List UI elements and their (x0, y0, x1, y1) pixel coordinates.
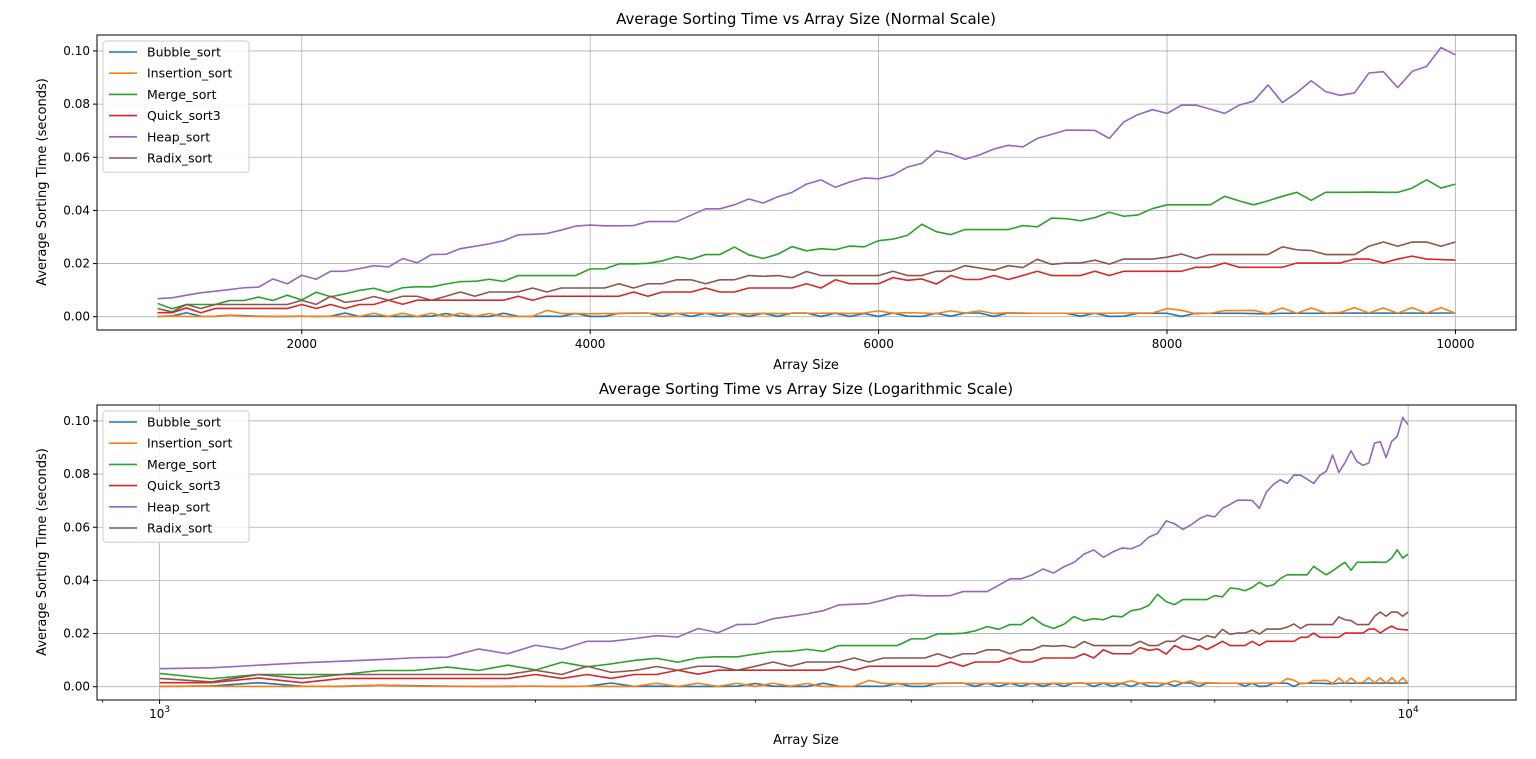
series-line-heap-sort (157, 46, 1456, 300)
x-axis-label: Array Size (773, 358, 839, 373)
legend-label: Insertion_sort (147, 436, 232, 451)
y-tick-label: 0.04 (63, 203, 90, 217)
series-line-merge-sort (157, 179, 1456, 310)
y-tick-label: 0.06 (63, 520, 90, 534)
x-tick-label: 10000 (1436, 337, 1474, 351)
legend-label: Quick_sort3 (147, 108, 221, 123)
legend-label: Insertion_sort (147, 66, 232, 81)
series-line-radix-sort (159, 611, 1409, 683)
x-tick-label: 104 (1398, 705, 1419, 721)
y-tick-label: 0.10 (63, 44, 90, 58)
y-tick-label: 0.02 (63, 627, 90, 641)
x-tick-label: 103 (149, 705, 170, 721)
legend-label: Merge_sort (147, 87, 217, 102)
y-tick-label: 0.00 (63, 680, 90, 694)
legend-label: Bubble_sort (147, 45, 221, 60)
y-tick-label: 0.10 (63, 414, 90, 428)
series-line-quick-sort3 (159, 625, 1409, 684)
x-tick-label: 2000 (287, 337, 318, 351)
series-line-radix-sort (157, 241, 1456, 313)
x-tick-label: 6000 (863, 337, 894, 351)
plot-frame (96, 34, 1517, 331)
x-axis-label: Array Size (773, 733, 839, 748)
y-tick-label: 0.00 (63, 310, 90, 324)
series-line-insertion-sort (159, 676, 1409, 688)
legend-label: Radix_sort (147, 151, 212, 166)
chart-normal-scale: Average Sorting Time vs Array Size (Norm… (35, 10, 1517, 373)
y-tick-label: 0.04 (63, 573, 90, 587)
legend-label: Merge_sort (147, 457, 217, 472)
y-tick-label: 0.02 (63, 257, 90, 271)
series-line-quick-sort3 (157, 255, 1456, 314)
series-line-insertion-sort (157, 306, 1456, 318)
chart-title: Average Sorting Time vs Array Size (Loga… (599, 380, 1013, 398)
x-tick-label: 8000 (1152, 337, 1183, 351)
chart-log-scale: Average Sorting Time vs Array Size (Loga… (35, 380, 1517, 748)
legend-box (102, 410, 250, 543)
legend-label: Heap_sort (147, 499, 210, 514)
series-line-heap-sort (159, 416, 1409, 670)
series-line-merge-sort (159, 549, 1409, 680)
y-axis-label: Average Sorting Time (seconds) (35, 448, 50, 656)
y-tick-label: 0.08 (63, 97, 90, 111)
x-tick-label: 4000 (575, 337, 606, 351)
y-tick-label: 0.08 (63, 467, 90, 481)
plot-frame (96, 404, 1517, 701)
legend-label: Radix_sort (147, 521, 212, 536)
chart-title: Average Sorting Time vs Array Size (Norm… (616, 10, 996, 28)
y-tick-label: 0.06 (63, 150, 90, 164)
legend: Bubble_sort Insertion_sort Merge_sort Quick… (102, 410, 250, 543)
legend-box (102, 40, 250, 173)
y-axis-label: Average Sorting Time (seconds) (35, 78, 50, 286)
legend-label: Heap_sort (147, 129, 210, 144)
legend-label: Quick_sort3 (147, 478, 221, 493)
legend: Bubble_sort Insertion_sort Merge_sort Quick… (102, 40, 250, 173)
legend-label: Bubble_sort (147, 415, 221, 430)
